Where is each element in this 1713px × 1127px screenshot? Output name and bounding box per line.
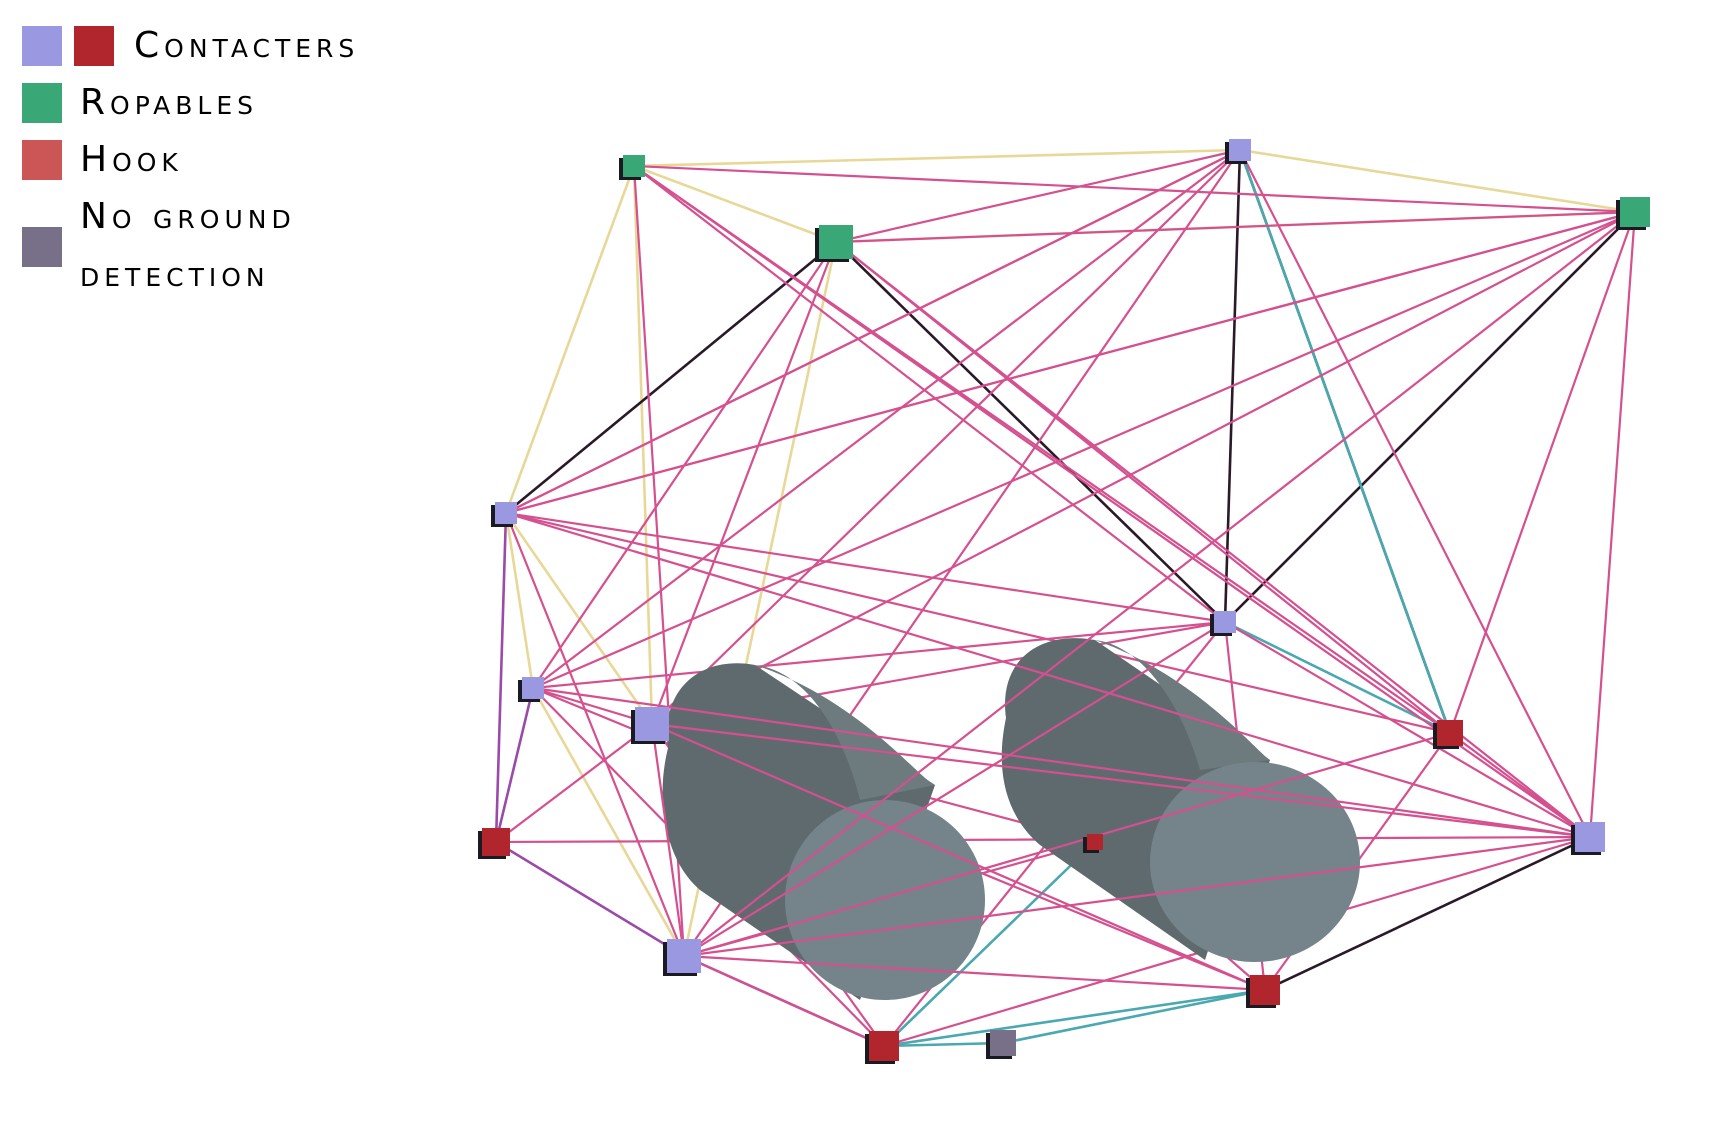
beam-line-icon	[1448, 731, 1592, 839]
beam-line-icon	[531, 210, 1637, 690]
beam-line-icon	[504, 148, 1242, 515]
hook-node-icon	[478, 828, 510, 859]
legend-label-no-ground: No ground	[80, 196, 296, 237]
beam-line-icon	[632, 164, 1637, 214]
beam-line-icon	[531, 240, 838, 690]
beam-line-icon	[504, 210, 1637, 515]
beam-network-front	[504, 210, 1637, 992]
contacter-node-icon	[1571, 822, 1605, 855]
beam-line-icon	[882, 840, 1097, 1048]
contacter-node-icon	[1225, 139, 1251, 164]
beam-line-icon	[531, 686, 686, 958]
beam-network-back	[494, 148, 1637, 1048]
beam-line-icon	[834, 148, 1242, 244]
beam-line-icon	[1223, 210, 1637, 624]
beam-line-icon	[682, 835, 1592, 958]
wheel-cylinder-right-icon	[1001, 638, 1360, 962]
beam-line-icon	[504, 164, 636, 515]
beam-line-icon	[632, 164, 1592, 839]
beam-line-icon	[834, 240, 1227, 624]
beam-line-icon	[650, 722, 686, 958]
beam-line-icon	[682, 954, 1267, 992]
hook-node-icon	[1083, 834, 1103, 853]
node-cubes	[478, 139, 1650, 1064]
ropable-node-icon	[815, 225, 853, 262]
beam-line-icon	[1238, 148, 1592, 839]
beam-line-icon	[632, 164, 1227, 624]
beam-line-icon	[1238, 148, 1452, 735]
beam-line-icon	[650, 722, 1267, 992]
beam-line-icon	[1448, 210, 1637, 735]
hook-node-icon	[865, 1031, 899, 1064]
contacter-node-icon	[491, 502, 517, 527]
beam-line-icon	[1263, 835, 1592, 992]
legend-label-hook: Hook	[80, 139, 183, 180]
beam-line-icon	[632, 148, 1242, 168]
contacter-node-icon	[663, 939, 701, 976]
legend-label-ropables: Ropables	[80, 82, 259, 123]
legend-label-contacters: Contacters	[134, 25, 360, 66]
hook-node-icon	[1246, 975, 1280, 1008]
beam-line-icon	[632, 164, 838, 244]
hook-node-icon	[1433, 720, 1463, 749]
contacter-hook-swatch-icon	[74, 26, 114, 66]
beam-line-icon	[1223, 620, 1592, 839]
contacter-node-icon	[631, 707, 669, 744]
beam-line-icon	[494, 686, 535, 844]
beam-line-icon	[504, 240, 838, 515]
beam-line-icon	[494, 840, 686, 958]
beam-line-icon	[650, 722, 1592, 839]
beam-line-icon	[504, 511, 1227, 624]
beam-line-icon	[1001, 988, 1267, 1045]
no-ground-swatch-icon	[22, 227, 62, 267]
legend-label-no-ground-line2: detection	[80, 254, 270, 295]
beam-line-icon	[882, 1041, 1005, 1048]
beam-line-icon	[834, 240, 1592, 839]
beam-line-icon	[504, 511, 1452, 735]
ropable-node-icon	[619, 155, 645, 180]
beam-line-icon	[504, 511, 686, 958]
beam-line-icon	[1238, 148, 1637, 214]
contacter-swatch-icon	[22, 26, 62, 66]
contacter-node-icon	[1210, 611, 1236, 636]
beam-line-icon	[682, 954, 886, 1048]
beam-line-icon	[650, 210, 1637, 726]
beam-line-icon	[650, 148, 1242, 726]
no-ground-node-icon	[986, 1030, 1016, 1059]
beam-line-icon	[882, 988, 1267, 1048]
wheel-cylinder-left-icon	[662, 663, 985, 1000]
beam-line-icon	[1223, 620, 1452, 735]
ropable-swatch-icon	[22, 83, 62, 123]
beam-line-icon	[682, 620, 1227, 958]
beam-line-icon	[531, 620, 1227, 690]
hook-swatch-icon	[22, 140, 62, 180]
contacter-node-icon	[518, 677, 544, 702]
ropable-node-icon	[1616, 197, 1650, 230]
beam-line-icon	[834, 210, 1637, 244]
beam-line-icon	[531, 148, 1242, 690]
beam-line-icon	[504, 511, 535, 690]
beam-line-icon	[531, 686, 1592, 839]
beam-line-icon	[682, 731, 1452, 958]
beam-line-icon	[494, 511, 508, 844]
beam-line-icon	[1588, 210, 1637, 839]
beam-line-icon	[504, 511, 1592, 839]
beam-line-icon	[494, 722, 654, 844]
beam-line-icon	[650, 240, 838, 726]
beam-line-icon	[682, 210, 1637, 958]
